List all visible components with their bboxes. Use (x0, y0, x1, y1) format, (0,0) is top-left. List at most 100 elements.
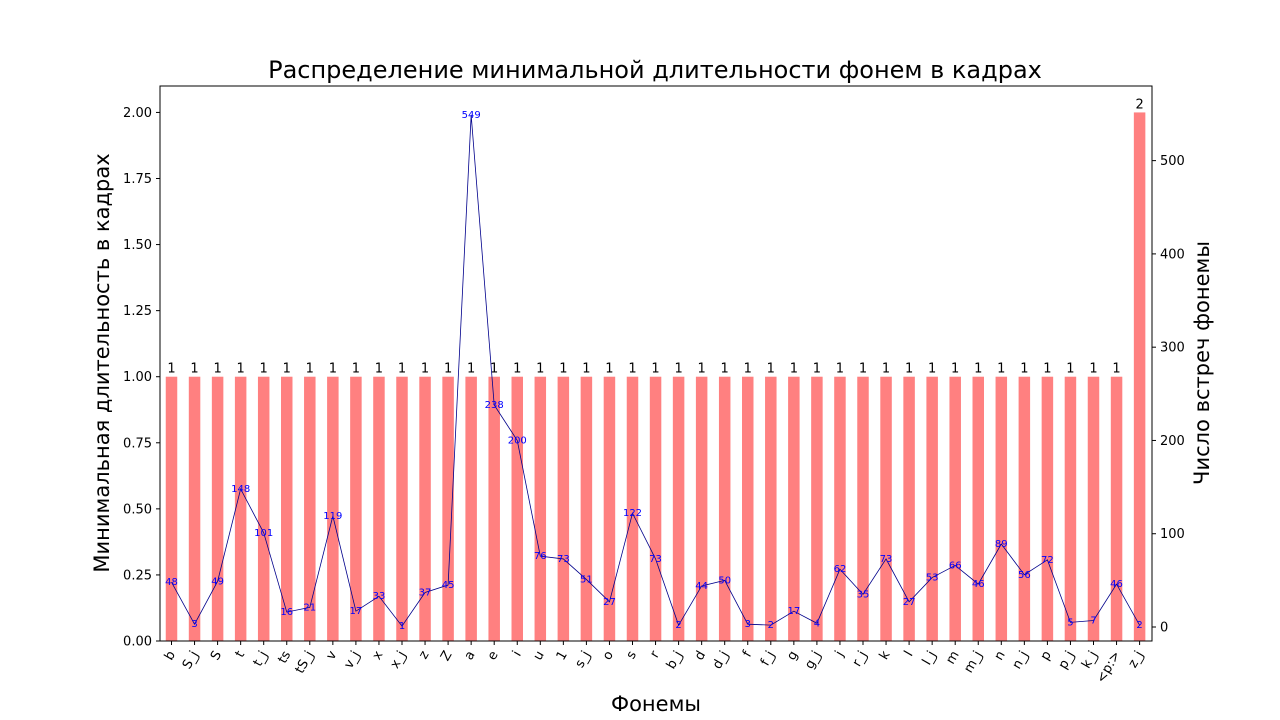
bar (903, 376, 915, 641)
bar (765, 376, 777, 641)
x-tick-label: m (943, 649, 962, 667)
bar-value-label: 2 (1135, 97, 1143, 112)
bar-value-label: 1 (467, 362, 475, 377)
bar-value-label: 1 (974, 362, 982, 377)
count-value-label: 148 (231, 484, 250, 495)
bar-value-label: 1 (859, 362, 867, 377)
count-value-label: 33 (373, 591, 386, 602)
count-value-label: 200 (508, 435, 527, 446)
bar (649, 376, 662, 641)
bar-value-label: 1 (1043, 362, 1051, 377)
bar-value-label: 1 (882, 362, 890, 377)
bar-value-label: 1 (928, 362, 936, 377)
count-value-label: 53 (926, 573, 939, 584)
bar-value-label: 1 (306, 362, 314, 377)
bar (672, 376, 685, 641)
x-tick-label: f (740, 648, 755, 660)
bar (603, 376, 616, 641)
bar (1018, 376, 1031, 641)
x-tick-label: a (462, 649, 479, 663)
bar-value-label: 1 (767, 362, 775, 377)
count-value-label: 66 (949, 560, 962, 571)
bar (718, 376, 731, 641)
y2-tick-label: 500 (1160, 154, 1185, 169)
count-value-label: 549 (462, 110, 481, 121)
y2-axis-label: Число встреч фонемы (1190, 241, 1214, 485)
count-value-label: 21 (303, 602, 316, 613)
x-tick-label: f_j (758, 649, 778, 669)
bar (557, 376, 570, 641)
y2-tick-label: 300 (1160, 341, 1185, 356)
chart-title: Распределение минимальной длительности ф… (268, 56, 1042, 84)
bar (511, 376, 523, 641)
x-tick-label: n (992, 649, 1009, 664)
bar-value-label: 1 (329, 362, 337, 377)
bar (1087, 376, 1100, 641)
x-tick-label: r_j (850, 649, 871, 670)
x-tick-label: j (832, 649, 847, 661)
x-tick-label: ts (275, 648, 294, 666)
bar-value-label: 1 (398, 362, 406, 377)
bar-value-label: 1 (421, 362, 429, 377)
bar (834, 376, 846, 641)
bar (949, 376, 961, 641)
bar-value-label: 1 (744, 362, 752, 377)
x-tick-label: z (416, 648, 432, 662)
x-tick-label: p (1038, 649, 1055, 664)
y-tick-label: 1.50 (123, 238, 152, 253)
bar (742, 376, 754, 641)
y2-tick-label: 400 (1160, 247, 1185, 262)
count-value-label: 76 (534, 551, 547, 562)
bar (926, 376, 938, 641)
y2-tick-label: 200 (1160, 434, 1185, 449)
y-tick-label: 2.00 (123, 106, 152, 121)
bar-value-label: 1 (605, 362, 613, 377)
bar-value-label: 1 (237, 362, 245, 377)
y-tick-label: 0.25 (123, 568, 152, 583)
bar (211, 376, 224, 641)
bar (1041, 376, 1054, 641)
count-value-label: 46 (972, 579, 985, 590)
bar (257, 376, 270, 641)
count-value-label: 101 (254, 528, 273, 539)
bar (972, 376, 984, 641)
x-tick-label: S_j (180, 649, 202, 672)
bar-value-label: 1 (1112, 362, 1120, 377)
x-tick-label: n_j (1010, 649, 1032, 672)
count-value-label: 238 (485, 400, 504, 411)
bar-value-label: 1 (1020, 362, 1028, 377)
bar (373, 376, 385, 641)
bar-value-label: 1 (490, 362, 498, 377)
bar-value-label: 1 (513, 362, 521, 377)
bar-value-label: 1 (628, 362, 636, 377)
bar-value-label: 1 (167, 362, 175, 377)
y-tick-label: 0.00 (123, 635, 152, 650)
count-value-label: 62 (834, 564, 847, 575)
bar-value-label: 1 (1089, 362, 1097, 377)
bar (165, 376, 178, 641)
count-value-label: 16 (280, 607, 293, 618)
bar (350, 376, 362, 641)
x-tick-label: tS_j (293, 649, 318, 677)
bar-value-label: 1 (582, 362, 590, 377)
bar (811, 376, 823, 641)
bar (534, 376, 547, 641)
count-value-label: 4 (814, 618, 820, 629)
bar (396, 376, 408, 641)
x-tick-label: s (624, 648, 640, 662)
bar-value-label: 1 (444, 362, 452, 377)
x-tick-label: b (162, 649, 179, 664)
x-tick-label: i (510, 649, 525, 660)
bar (488, 376, 500, 641)
count-value-label: 48 (165, 577, 178, 588)
count-value-label: 1 (399, 621, 405, 632)
bar-value-label: 1 (721, 362, 729, 377)
x-tick-label: g (784, 649, 801, 664)
x-tick-label: g_j (802, 649, 824, 672)
y-tick-label: 0.75 (123, 436, 152, 451)
bar-value-label: 1 (997, 362, 1005, 377)
bar-value-label: 1 (190, 362, 198, 377)
count-value-label: 122 (623, 508, 642, 519)
y2-tick-label: 0 (1160, 621, 1168, 636)
